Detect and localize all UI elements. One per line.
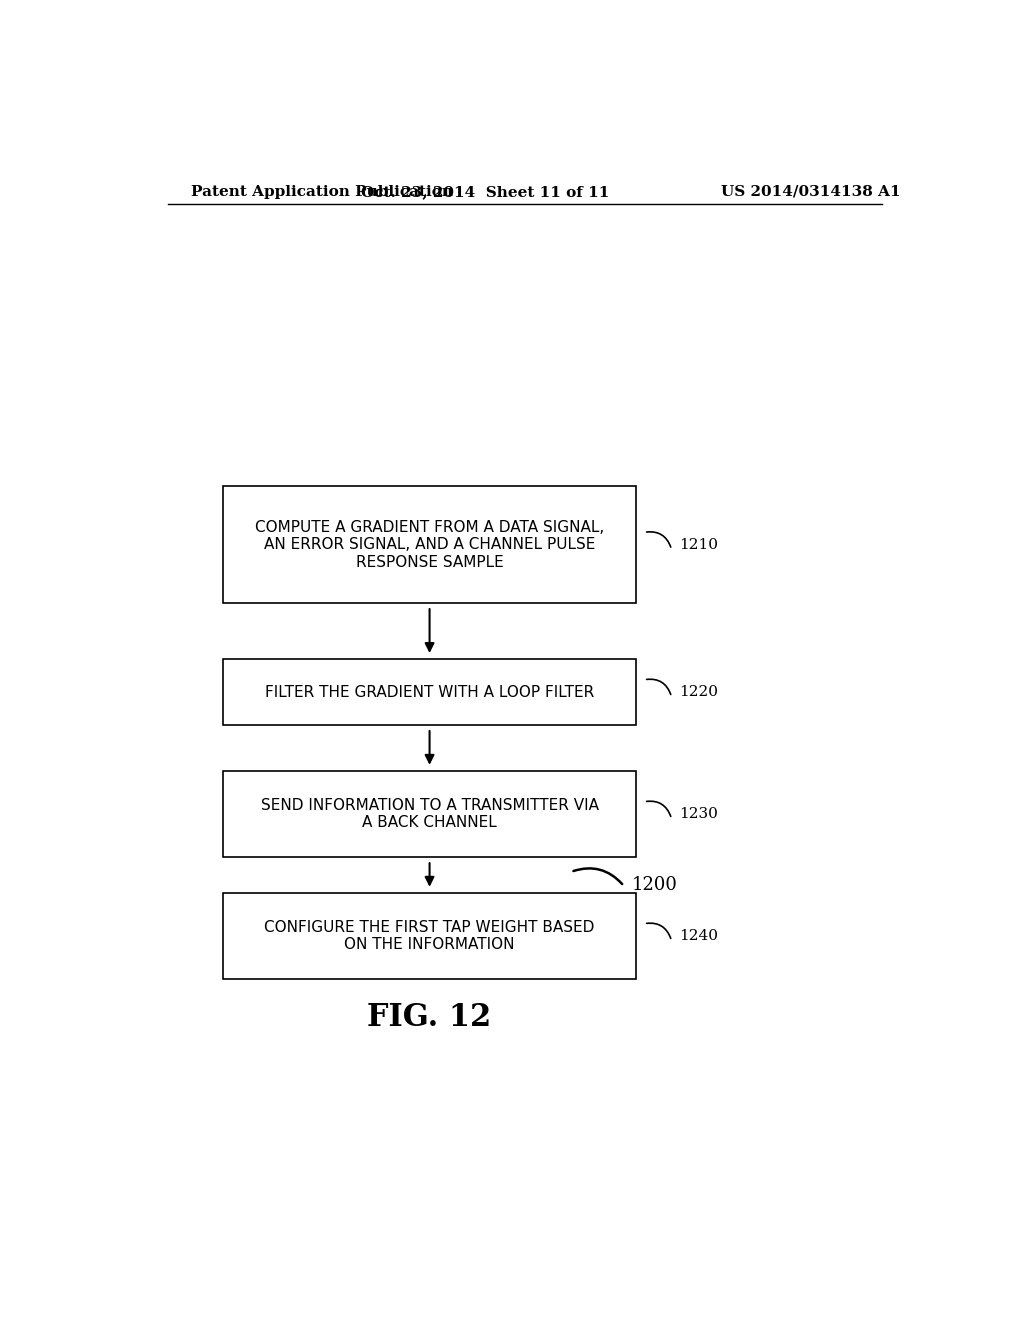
FancyBboxPatch shape	[223, 659, 636, 725]
Text: Oct. 23, 2014  Sheet 11 of 11: Oct. 23, 2014 Sheet 11 of 11	[360, 185, 609, 199]
Text: CONFIGURE THE FIRST TAP WEIGHT BASED
ON THE INFORMATION: CONFIGURE THE FIRST TAP WEIGHT BASED ON …	[264, 920, 595, 952]
FancyArrowPatch shape	[646, 680, 671, 694]
Text: FIG. 12: FIG. 12	[368, 1002, 492, 1032]
Text: US 2014/0314138 A1: US 2014/0314138 A1	[721, 185, 900, 199]
Text: 1230: 1230	[680, 807, 719, 821]
Text: 1200: 1200	[632, 876, 678, 894]
FancyArrowPatch shape	[573, 869, 623, 884]
FancyArrowPatch shape	[646, 801, 671, 816]
FancyArrowPatch shape	[646, 532, 671, 546]
Text: 1240: 1240	[680, 929, 719, 942]
Text: COMPUTE A GRADIENT FROM A DATA SIGNAL,
AN ERROR SIGNAL, AND A CHANNEL PULSE
RESP: COMPUTE A GRADIENT FROM A DATA SIGNAL, A…	[255, 520, 604, 569]
Text: 1210: 1210	[680, 537, 719, 552]
FancyArrowPatch shape	[646, 923, 671, 939]
Text: 1220: 1220	[680, 685, 719, 700]
FancyBboxPatch shape	[223, 771, 636, 857]
Text: Patent Application Publication: Patent Application Publication	[191, 185, 454, 199]
FancyBboxPatch shape	[223, 892, 636, 979]
FancyBboxPatch shape	[223, 486, 636, 603]
Text: SEND INFORMATION TO A TRANSMITTER VIA
A BACK CHANNEL: SEND INFORMATION TO A TRANSMITTER VIA A …	[260, 797, 599, 830]
Text: FILTER THE GRADIENT WITH A LOOP FILTER: FILTER THE GRADIENT WITH A LOOP FILTER	[265, 685, 594, 700]
